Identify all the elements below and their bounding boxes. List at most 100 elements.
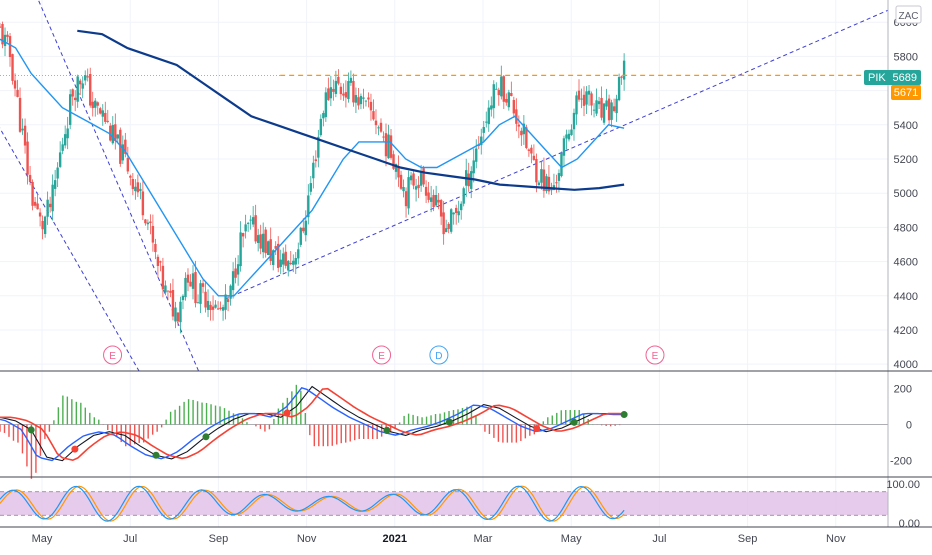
candle bbox=[449, 208, 453, 234]
candle-body bbox=[256, 235, 260, 243]
time-tick-label: Jul bbox=[123, 533, 137, 545]
candle bbox=[164, 280, 167, 296]
candle bbox=[201, 279, 205, 294]
candle-body bbox=[557, 173, 561, 181]
candle bbox=[154, 238, 157, 260]
candle bbox=[259, 224, 262, 255]
candle-body bbox=[154, 244, 157, 253]
event-marker-label: E bbox=[109, 351, 116, 362]
candle-body bbox=[467, 173, 470, 187]
candle-body bbox=[209, 304, 212, 311]
candle-body bbox=[497, 89, 500, 96]
candle bbox=[114, 113, 117, 150]
candle-body bbox=[397, 166, 400, 178]
candle bbox=[18, 87, 22, 133]
candle bbox=[610, 99, 613, 128]
candle-body bbox=[79, 80, 82, 85]
candle bbox=[500, 65, 503, 100]
candle bbox=[171, 278, 175, 321]
event-marker-label: E bbox=[378, 351, 385, 362]
time-tick-label: 2021 bbox=[383, 533, 407, 545]
candle-body bbox=[527, 149, 531, 151]
candle bbox=[487, 100, 490, 132]
last-price-value: 5689 bbox=[893, 72, 917, 84]
candle-body bbox=[13, 80, 17, 89]
macd-cross-dot bbox=[383, 426, 391, 434]
candle-body bbox=[89, 74, 92, 106]
candle-body bbox=[284, 251, 287, 266]
candle-body bbox=[547, 176, 551, 192]
candle bbox=[530, 144, 533, 164]
candle bbox=[61, 137, 64, 155]
candle bbox=[510, 81, 513, 97]
candle-body bbox=[261, 233, 265, 253]
candle-body bbox=[81, 83, 84, 89]
candle bbox=[199, 279, 202, 313]
symbol-badge[interactable]: ZAC bbox=[895, 5, 922, 24]
candle bbox=[261, 222, 265, 259]
candle-body bbox=[600, 97, 603, 118]
candle-body bbox=[144, 219, 147, 224]
candle-body bbox=[412, 173, 415, 186]
time-tick-label: May bbox=[32, 533, 53, 545]
candle-body bbox=[362, 97, 365, 99]
candle-body bbox=[364, 100, 368, 102]
candle-body bbox=[582, 94, 586, 106]
candle bbox=[156, 254, 160, 278]
candle-body bbox=[249, 219, 252, 221]
candle-body bbox=[357, 97, 360, 106]
candle bbox=[452, 212, 455, 225]
candle bbox=[342, 83, 345, 101]
candle-body bbox=[46, 199, 49, 217]
candle-body bbox=[164, 285, 167, 293]
candle bbox=[194, 260, 197, 308]
candle-body bbox=[384, 133, 388, 157]
candle bbox=[404, 187, 408, 218]
candle-body bbox=[151, 226, 155, 243]
candle bbox=[84, 70, 87, 86]
candle bbox=[234, 257, 237, 284]
candle bbox=[43, 215, 47, 238]
candle bbox=[99, 106, 102, 115]
candle bbox=[432, 189, 435, 212]
candle-body bbox=[109, 125, 112, 141]
candle-body bbox=[327, 88, 330, 101]
candle-body bbox=[437, 199, 440, 203]
symbol-badge-text: ZAC bbox=[899, 11, 919, 22]
macd-pane bbox=[0, 384, 888, 479]
candle-body bbox=[244, 224, 247, 232]
candle-body bbox=[565, 134, 568, 139]
candle-body bbox=[16, 89, 19, 97]
candle bbox=[41, 215, 44, 240]
candle-body bbox=[312, 162, 315, 179]
candle-body bbox=[424, 186, 428, 196]
candle-body bbox=[141, 191, 145, 216]
candle bbox=[502, 74, 506, 110]
candle-body bbox=[610, 102, 613, 120]
candle-body bbox=[487, 107, 490, 125]
candle-body bbox=[191, 273, 195, 289]
candle bbox=[139, 182, 142, 200]
candle bbox=[577, 79, 581, 102]
candle-body bbox=[219, 307, 222, 309]
candle bbox=[492, 80, 495, 119]
candle bbox=[362, 88, 365, 109]
candle bbox=[324, 87, 328, 122]
candle bbox=[560, 151, 563, 178]
previous-price-label: 5671 bbox=[891, 85, 921, 100]
candle-body bbox=[179, 301, 182, 323]
candle-body bbox=[477, 145, 480, 147]
candle bbox=[620, 75, 623, 85]
candle bbox=[379, 118, 383, 133]
candle bbox=[567, 129, 571, 142]
candle-body bbox=[21, 128, 24, 131]
candle-body bbox=[241, 233, 245, 237]
candle bbox=[344, 80, 348, 108]
candle bbox=[412, 169, 415, 190]
candle-body bbox=[282, 253, 285, 265]
candle-body bbox=[525, 127, 528, 149]
candle-body bbox=[171, 289, 175, 317]
candle-body bbox=[409, 175, 413, 181]
candle-body bbox=[134, 186, 137, 192]
